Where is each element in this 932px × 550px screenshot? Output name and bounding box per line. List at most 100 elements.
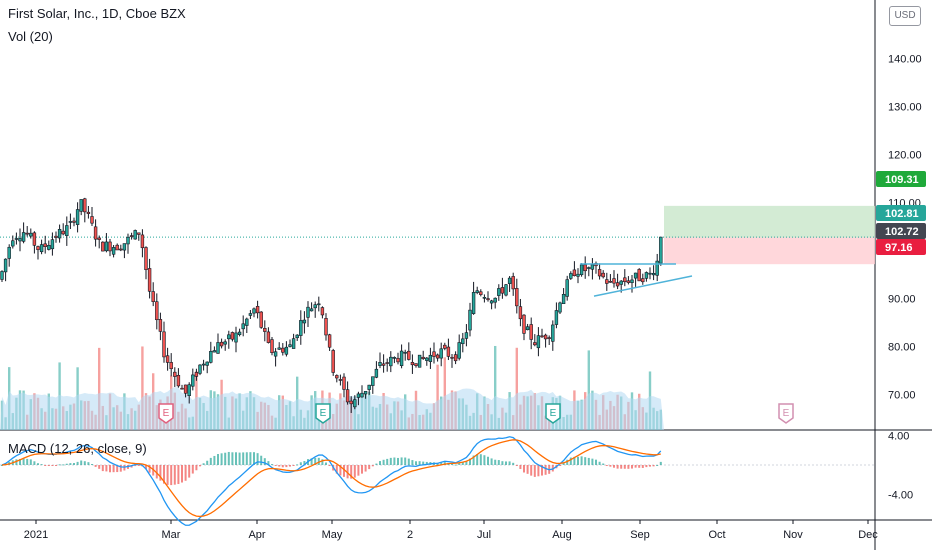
candle-body — [65, 225, 69, 237]
macd-histogram-bar — [109, 465, 111, 473]
candle — [659, 236, 663, 266]
macd-histogram-bar — [274, 465, 277, 466]
candle — [432, 342, 436, 364]
macd-histogram-bar — [303, 460, 306, 465]
time-tick-label: 2021 — [24, 529, 48, 541]
candle-body — [590, 264, 595, 270]
candle-body — [482, 297, 487, 299]
candle — [209, 341, 213, 364]
profit-zone — [664, 205, 875, 238]
candle — [47, 240, 51, 251]
candle-body — [137, 232, 141, 235]
candle — [533, 334, 537, 347]
macd-histogram-bar — [537, 465, 540, 477]
candle — [54, 231, 58, 243]
candle-body — [0, 271, 4, 280]
macd-histogram-bar — [530, 465, 533, 476]
candle-body — [446, 346, 451, 357]
macd-histogram-bar — [37, 463, 39, 465]
candle — [558, 301, 562, 314]
price-tick-label: 90.00 — [888, 294, 916, 306]
candle — [367, 384, 371, 395]
macd-histogram-bar — [44, 465, 47, 466]
macd-histogram-bar — [523, 465, 525, 473]
candle-body — [183, 384, 188, 394]
candle-body — [212, 350, 217, 353]
macd-histogram-bar — [605, 465, 608, 466]
macd-histogram-bar — [278, 465, 281, 467]
macd-histogram-bar — [116, 465, 119, 473]
candle — [219, 338, 224, 349]
candle-body — [583, 264, 587, 272]
candle — [248, 310, 253, 319]
candle-body — [50, 239, 55, 250]
candle — [529, 317, 533, 350]
candle-body — [162, 331, 166, 358]
candle — [374, 361, 379, 379]
candle-body — [25, 232, 29, 235]
candle-body — [659, 236, 663, 264]
candle — [324, 313, 328, 341]
candle — [259, 311, 263, 329]
volume-label: Vol (20) — [8, 29, 53, 44]
macd-histogram-bar — [105, 465, 108, 472]
candle-body — [644, 272, 649, 279]
candle-body — [345, 389, 350, 403]
earnings-marker-shape — [315, 403, 331, 424]
candle — [389, 351, 393, 373]
candle — [615, 273, 620, 290]
candle-body — [518, 306, 523, 320]
candle — [464, 324, 469, 347]
candle-body — [227, 334, 231, 340]
candle-body — [511, 276, 515, 290]
candle — [234, 326, 238, 353]
candle-body — [75, 209, 80, 225]
candle-body — [277, 347, 281, 350]
candle — [515, 278, 519, 314]
candle-body — [385, 362, 389, 364]
candle — [241, 315, 245, 337]
macd-histogram-bar — [281, 465, 284, 468]
macd-histogram-bar — [245, 452, 248, 465]
candle — [446, 338, 451, 361]
currency-badge[interactable]: USD — [889, 6, 921, 26]
candle — [461, 332, 465, 353]
macd-histogram-bar — [289, 465, 291, 467]
candle — [381, 354, 386, 373]
macd-histogram-bar — [461, 462, 464, 465]
candle-body — [525, 326, 530, 331]
candle — [443, 342, 447, 351]
candle — [216, 333, 220, 354]
candle-body — [533, 342, 537, 346]
candle-body — [180, 387, 184, 390]
candle-body — [608, 281, 613, 283]
candle-body — [471, 292, 476, 314]
candle-body — [295, 334, 299, 339]
macd-histogram-bar — [163, 465, 165, 484]
macd-histogram-bar — [616, 465, 619, 469]
price-tag-last: 102.81 — [876, 205, 926, 221]
macd-signal-line — [1, 439, 661, 518]
candle — [565, 275, 569, 301]
candle — [115, 243, 119, 251]
candle-body — [101, 241, 105, 252]
candle — [299, 310, 303, 345]
macd-histogram-bar — [91, 464, 93, 466]
candle — [169, 353, 173, 377]
candle — [295, 334, 299, 341]
candle-body — [561, 293, 566, 304]
candle — [147, 258, 152, 299]
candle-body — [126, 236, 130, 245]
candle-body — [363, 391, 368, 395]
candle-body — [461, 338, 465, 345]
macd-histogram-bar — [26, 458, 29, 465]
candle — [302, 311, 307, 334]
candle-body — [407, 350, 411, 360]
macd-histogram-bar — [51, 465, 54, 466]
candle — [263, 320, 267, 342]
macd-histogram-bar — [296, 464, 299, 466]
macd-histogram-bar — [40, 464, 43, 466]
candle-body — [630, 279, 634, 283]
time-tick-label: Mar — [162, 529, 181, 541]
